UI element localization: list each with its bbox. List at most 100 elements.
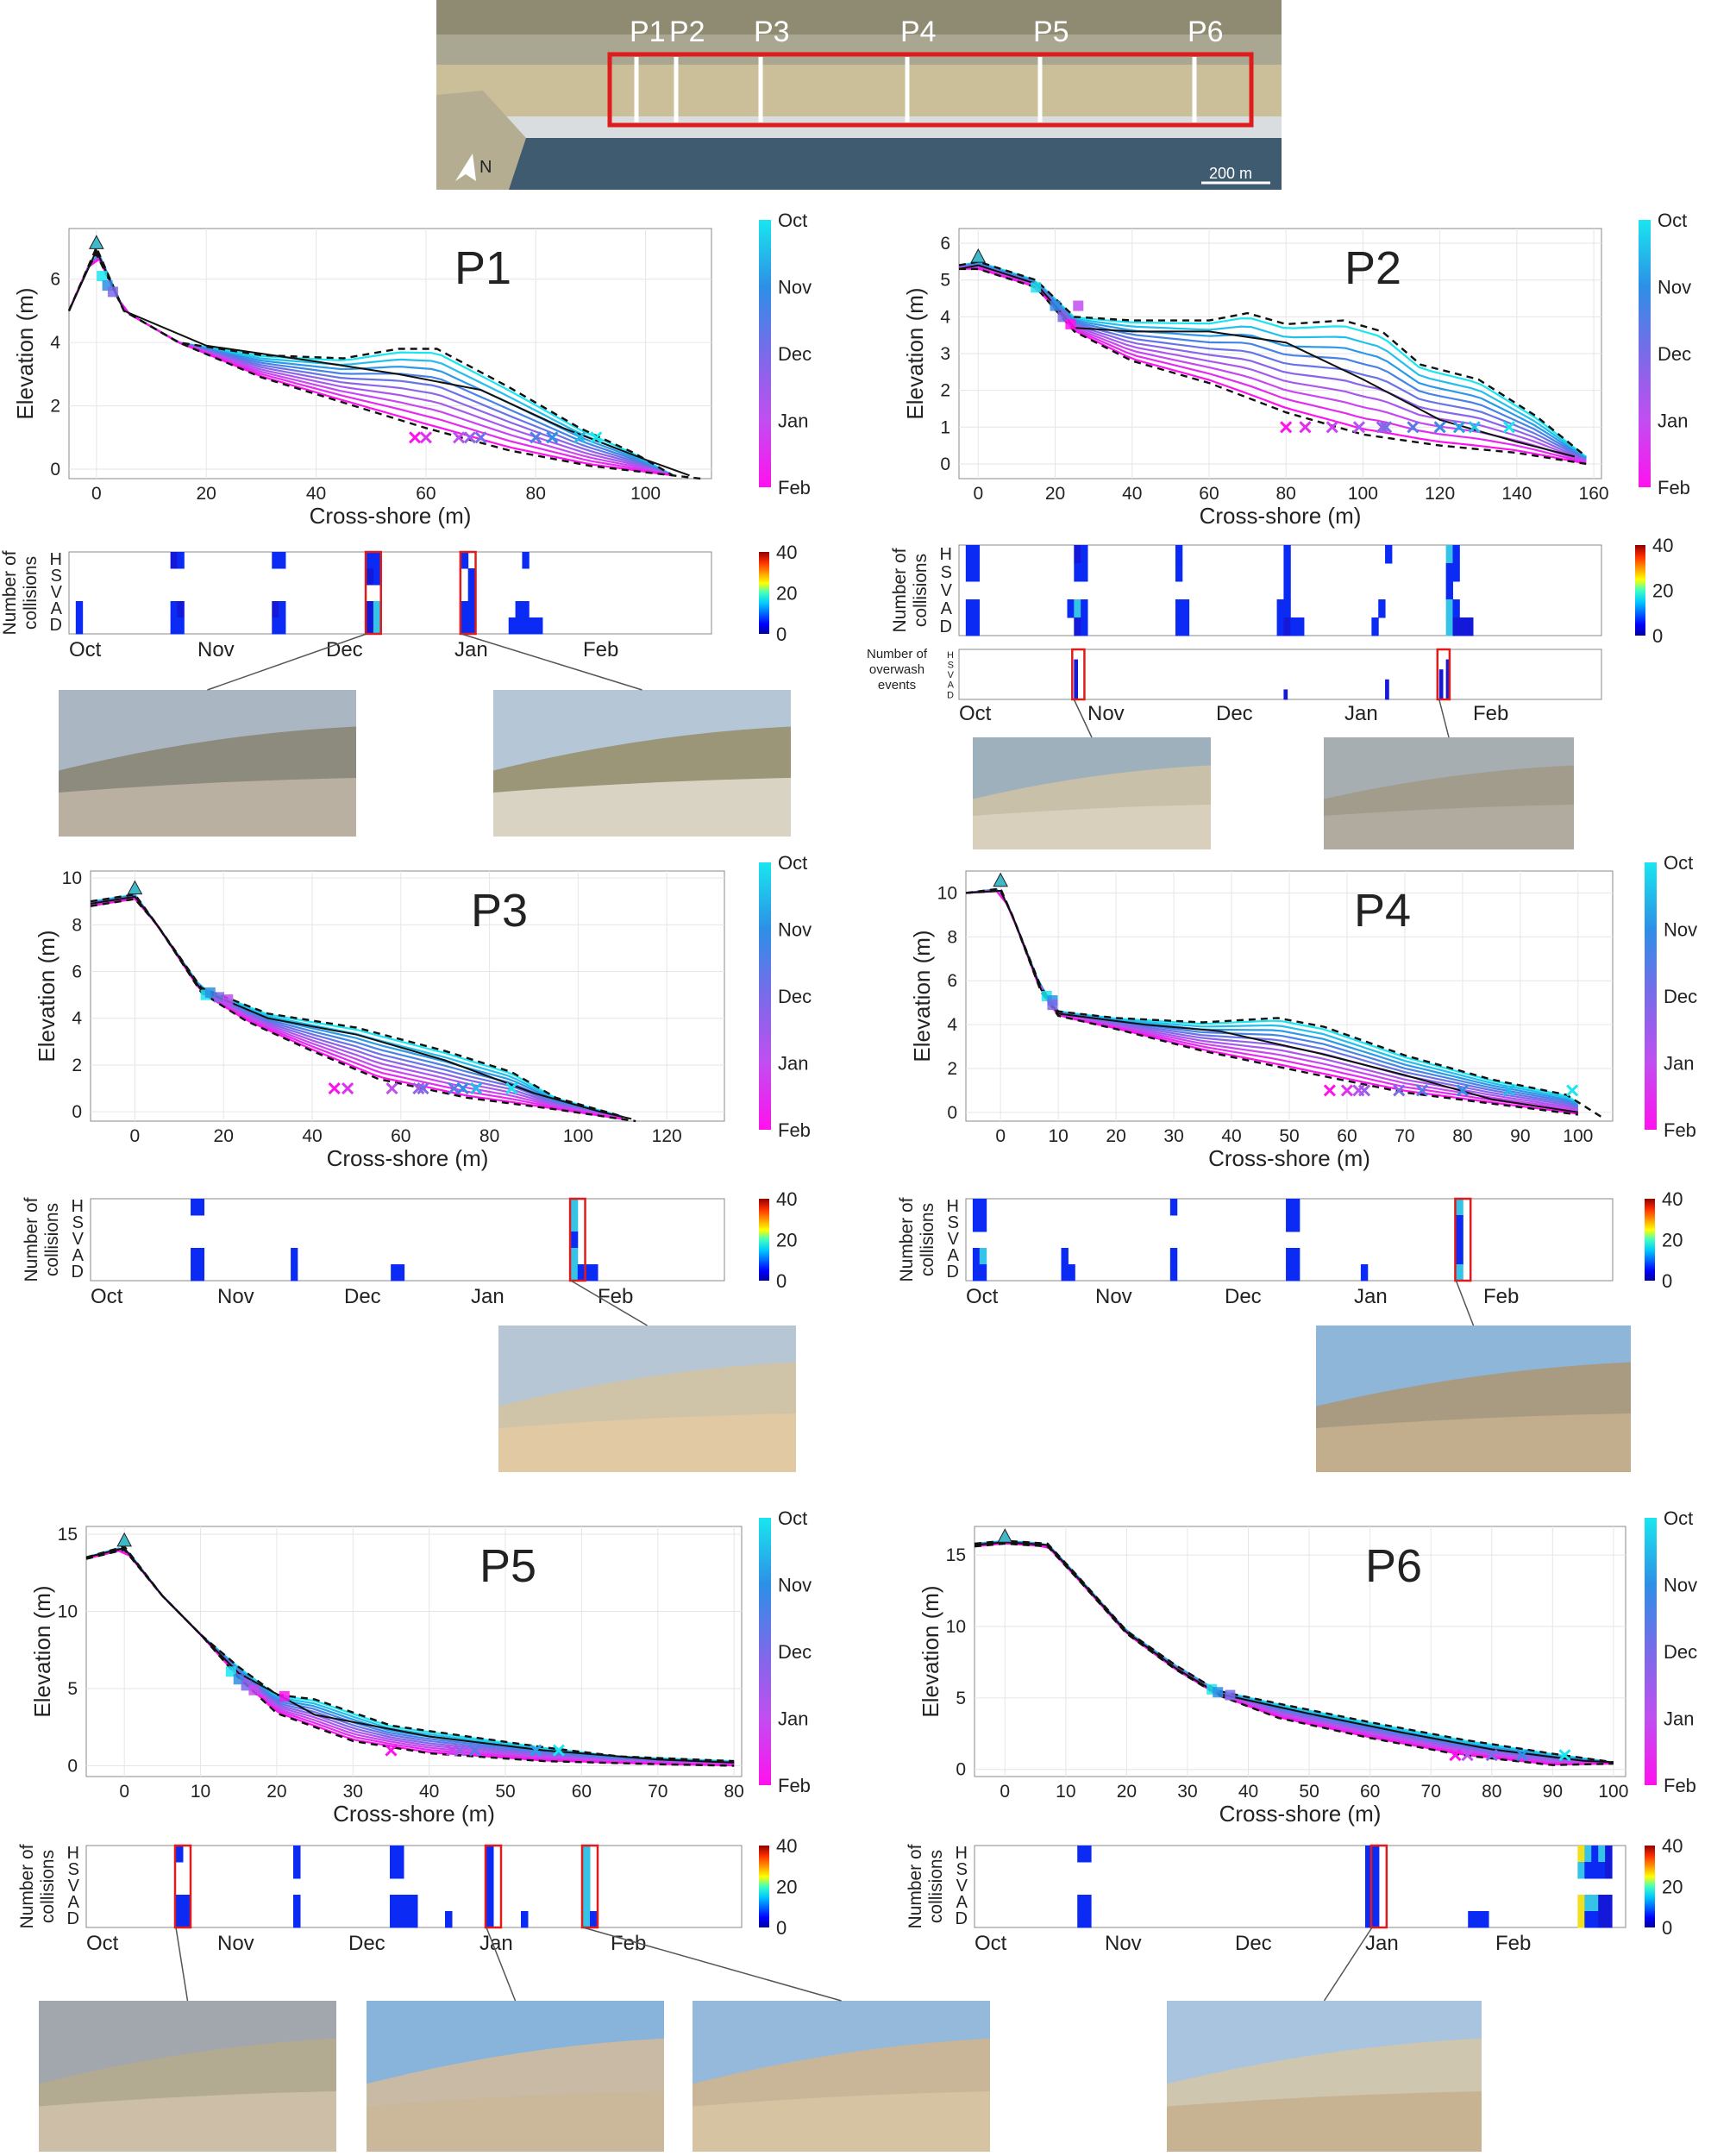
colorbar-month-label: Dec [778, 343, 812, 365]
y-tick-label: 10 [937, 883, 957, 903]
field-photo [1324, 737, 1574, 849]
x-tick-label: 50 [495, 1782, 515, 1802]
heatmap-cell [972, 599, 981, 618]
heatmap-cell [584, 1264, 592, 1282]
overwash-row-label: A [948, 680, 955, 691]
heatmap-cell [1577, 1862, 1585, 1879]
y-axis-label: Elevation (m) [12, 287, 38, 419]
profile-plot-area [974, 1526, 1626, 1777]
heatmap-cell [445, 1911, 453, 1928]
month-colorbar [759, 862, 771, 1130]
y-tick-label: 5 [67, 1679, 78, 1699]
heatmap-cell [1591, 1911, 1599, 1928]
month-colorbar [1645, 1518, 1657, 1785]
heatmap-cell [1371, 617, 1379, 636]
heatmap-row-label: H [956, 1844, 968, 1863]
scale-bar: 200 m [1201, 165, 1270, 185]
x-tick-label: 70 [1421, 1782, 1441, 1802]
shoreline-marker [412, 1081, 425, 1095]
heatmap-cell [404, 1895, 411, 1912]
shoreline-marker [453, 1744, 467, 1757]
shoreline-marker [342, 1081, 354, 1095]
collision-colorbar [1645, 1199, 1655, 1281]
field-photo [39, 2001, 336, 2152]
envelope-lower-line [965, 889, 1578, 1116]
heatmap-cell [1283, 617, 1291, 636]
month-colorbar [1645, 862, 1657, 1130]
photo-sand [693, 2091, 990, 2152]
heatmap-cell [1081, 563, 1088, 582]
heatmap-cell [1283, 581, 1291, 600]
heatmap-cell [1591, 1862, 1599, 1879]
heatmap-cell [293, 1862, 301, 1879]
heatmap-cell [373, 552, 381, 569]
colorbar-month-label: Dec [1658, 343, 1691, 365]
shoreline-marker [530, 431, 542, 444]
colorbar-month-label: Oct [778, 210, 807, 231]
x-tick-label: 160 [1579, 484, 1609, 504]
y-axis-label: Elevation (m) [902, 287, 928, 419]
shoreline-marker [1340, 1084, 1354, 1097]
collision-colorbar-tick: 20 [1662, 1230, 1683, 1251]
y-tick-label: 2 [940, 381, 950, 401]
heatmap-cell [522, 601, 530, 618]
heatmap-cell [486, 1862, 494, 1879]
heatmap-row-label: A [941, 599, 953, 618]
shoreline-marker [1456, 1084, 1469, 1097]
colorbar-month-label: Jan [1664, 1708, 1694, 1730]
collision-colorbar-tick: 40 [1652, 535, 1673, 556]
heatmap-cell [979, 1199, 987, 1216]
heatmap-cell [272, 617, 279, 635]
heatmap-cell [183, 1911, 191, 1928]
heatmap-row-label: A [956, 1893, 968, 1912]
heatmap-cell [972, 1264, 981, 1282]
heatmap-ylabel-line2: collisions [38, 1850, 58, 1923]
heatmap-month-label: Feb [1483, 1285, 1519, 1308]
dune-toe-marker [214, 992, 225, 1003]
heatmap-cell [1169, 1199, 1178, 1216]
overwash-cell [1283, 689, 1288, 700]
event-highlight-box [1454, 1197, 1472, 1282]
heatmap-ylabel-line1: Number of [890, 548, 910, 632]
heatmap-cell [486, 1878, 494, 1896]
heatmap-cell [191, 1264, 198, 1282]
photo-sand [498, 1413, 796, 1472]
heatmap-month-label: Dec [1235, 1932, 1272, 1955]
shoreline-marker [552, 1744, 565, 1757]
dune-toe-marker [1073, 300, 1084, 311]
dune-crest-marker [116, 1532, 133, 1547]
y-tick-label: 5 [940, 271, 950, 291]
shoreline-marker [1376, 421, 1388, 434]
heatmap-cell [176, 1911, 184, 1928]
heatmap-cell [1371, 1895, 1380, 1912]
heatmap-cell [486, 1895, 494, 1912]
shoreline-marker [409, 431, 422, 444]
shoreline-marker [468, 1744, 481, 1757]
dune-toe-marker [107, 286, 118, 298]
heatmap-cell [390, 1895, 398, 1912]
north-arrow-label: N [479, 158, 492, 177]
heatmap-cell [571, 1232, 579, 1249]
colorbar-month-label: Oct [1664, 852, 1693, 874]
heatmap-cell [965, 545, 974, 564]
colorbar-month-label: Dec [1664, 1641, 1697, 1663]
heatmap-cell [291, 1248, 298, 1265]
shoreline-marker [417, 1081, 429, 1095]
x-tick-label: 100 [563, 1126, 593, 1146]
y-tick-label: 5 [956, 1689, 966, 1708]
satellite-map: P1 P2 P3 P4 P5 P6 N 200 m [436, 0, 1282, 190]
collision-colorbar-tick: 40 [1662, 1188, 1683, 1210]
month-colorbar [759, 1518, 771, 1785]
shoreline-marker [463, 431, 476, 444]
photo-sand [1167, 2091, 1482, 2152]
heatmap-cell [1605, 1846, 1613, 1863]
y-tick-label: 0 [947, 1103, 957, 1123]
y-tick-label: 0 [50, 460, 60, 479]
heatmap-cell [1276, 599, 1284, 618]
photo-sand [1324, 805, 1574, 849]
heatmap-cell [397, 1895, 404, 1912]
heatmap-cell [279, 552, 286, 569]
y-tick-label: 4 [50, 333, 60, 353]
colorbar-month-label: Nov [778, 277, 812, 298]
x-tick-label: 80 [526, 484, 546, 504]
